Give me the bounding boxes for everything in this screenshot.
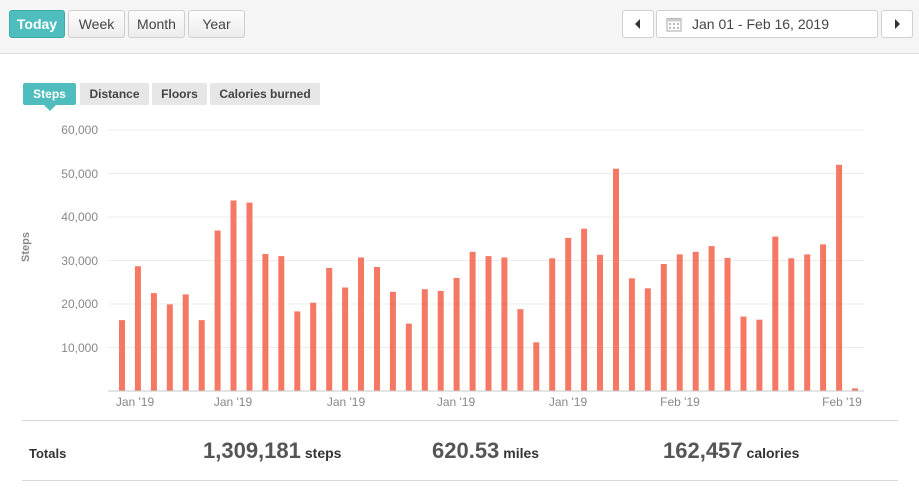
bar[interactable] bbox=[246, 202, 253, 391]
bar[interactable] bbox=[628, 278, 635, 391]
bar[interactable] bbox=[453, 277, 460, 391]
bar[interactable] bbox=[421, 289, 428, 391]
steps-bar-chart bbox=[108, 129, 864, 392]
bar[interactable] bbox=[660, 264, 667, 391]
total-miles-unit: miles bbox=[503, 445, 540, 461]
bar[interactable] bbox=[278, 256, 285, 391]
bar[interactable] bbox=[358, 257, 364, 392]
bar[interactable] bbox=[740, 316, 747, 391]
bar[interactable] bbox=[676, 254, 683, 391]
total-calories-value: 162,457 bbox=[663, 438, 743, 463]
toolbar: Today Week Month Year Jan 01 - Feb 16, 2… bbox=[0, 0, 919, 54]
x-tick-label: Jan '19 bbox=[213, 395, 253, 409]
bar[interactable] bbox=[198, 320, 205, 391]
tab-steps[interactable]: Steps bbox=[23, 83, 76, 105]
bar[interactable] bbox=[836, 164, 843, 391]
total-steps: 1,309,181 steps bbox=[203, 438, 341, 464]
total-steps-value: 1,309,181 bbox=[203, 438, 301, 463]
y-tick-label: 20,000 bbox=[61, 297, 98, 311]
x-tick-label: Jan '19 bbox=[436, 395, 476, 409]
bar[interactable] bbox=[692, 251, 699, 391]
bar[interactable] bbox=[517, 309, 524, 391]
total-miles-value: 620.53 bbox=[432, 438, 500, 463]
bar[interactable] bbox=[533, 342, 540, 391]
tab-distance[interactable]: Distance bbox=[80, 83, 149, 105]
bar[interactable] bbox=[294, 311, 301, 391]
totals-bottom-divider bbox=[22, 480, 898, 481]
bar[interactable] bbox=[724, 257, 731, 391]
week-button[interactable]: Week bbox=[68, 10, 125, 38]
bar[interactable] bbox=[708, 246, 715, 391]
bar[interactable] bbox=[119, 320, 125, 391]
x-tick-label: Jan '19 bbox=[326, 395, 366, 409]
caret-right-icon bbox=[895, 19, 900, 29]
bar[interactable] bbox=[756, 319, 763, 391]
date-range-text: Jan 01 - Feb 16, 2019 bbox=[692, 16, 829, 32]
bar[interactable] bbox=[166, 304, 173, 391]
bar[interactable] bbox=[852, 388, 858, 391]
bar[interactable] bbox=[788, 258, 795, 391]
y-tick-label: 60,000 bbox=[61, 123, 98, 137]
y-tick-label: 10,000 bbox=[61, 341, 98, 355]
bar[interactable] bbox=[581, 228, 588, 391]
bar[interactable] bbox=[820, 244, 827, 391]
bar[interactable] bbox=[230, 200, 237, 392]
bar[interactable] bbox=[565, 237, 572, 391]
bar[interactable] bbox=[501, 257, 508, 392]
bar[interactable] bbox=[469, 251, 476, 391]
bar[interactable] bbox=[772, 236, 779, 391]
bar[interactable] bbox=[374, 267, 380, 391]
bar[interactable] bbox=[389, 291, 396, 391]
bar[interactable] bbox=[326, 267, 333, 391]
bar[interactable] bbox=[437, 290, 444, 391]
chart-bars bbox=[119, 164, 858, 392]
caret-left-icon bbox=[635, 19, 640, 29]
calendar-icon bbox=[666, 18, 682, 32]
x-tick-label: Feb '19 bbox=[660, 395, 700, 409]
bar[interactable] bbox=[405, 323, 412, 391]
y-tick-label: 30,000 bbox=[61, 254, 98, 268]
x-tick-label: Feb '19 bbox=[822, 395, 862, 409]
next-range-button[interactable] bbox=[881, 10, 913, 38]
totals-label: Totals bbox=[29, 446, 67, 461]
active-tab-pointer bbox=[44, 105, 56, 111]
month-button[interactable]: Month bbox=[128, 10, 185, 38]
bar[interactable] bbox=[804, 254, 811, 391]
year-button[interactable]: Year bbox=[188, 10, 245, 38]
bar[interactable] bbox=[150, 293, 157, 391]
bar[interactable] bbox=[342, 287, 349, 392]
bar[interactable] bbox=[134, 266, 141, 391]
bar[interactable] bbox=[214, 230, 221, 392]
totals-top-divider bbox=[22, 420, 898, 421]
bar[interactable] bbox=[549, 258, 556, 391]
today-button[interactable]: Today bbox=[9, 10, 65, 38]
total-steps-unit: steps bbox=[304, 445, 342, 461]
total-calories-unit: calories bbox=[746, 445, 800, 461]
y-tick-label: 50,000 bbox=[61, 167, 98, 181]
x-tick-label: Jan '19 bbox=[548, 395, 588, 409]
y-tick-label: 40,000 bbox=[61, 210, 98, 224]
bar[interactable] bbox=[262, 254, 269, 391]
bar[interactable] bbox=[485, 256, 492, 391]
tab-calories-burned[interactable]: Calories burned bbox=[210, 83, 320, 105]
bar[interactable] bbox=[644, 288, 651, 391]
tab-floors[interactable]: Floors bbox=[152, 83, 207, 105]
date-range-picker[interactable]: Jan 01 - Feb 16, 2019 bbox=[656, 10, 878, 38]
bar[interactable] bbox=[182, 294, 189, 391]
bar[interactable] bbox=[613, 168, 619, 391]
x-tick-label: Jan '19 bbox=[115, 395, 155, 409]
bar[interactable] bbox=[597, 254, 603, 391]
bar[interactable] bbox=[310, 302, 317, 391]
total-distance: 620.53 miles bbox=[432, 438, 539, 464]
total-calories: 162,457 calories bbox=[663, 438, 799, 464]
previous-range-button[interactable] bbox=[622, 10, 654, 38]
